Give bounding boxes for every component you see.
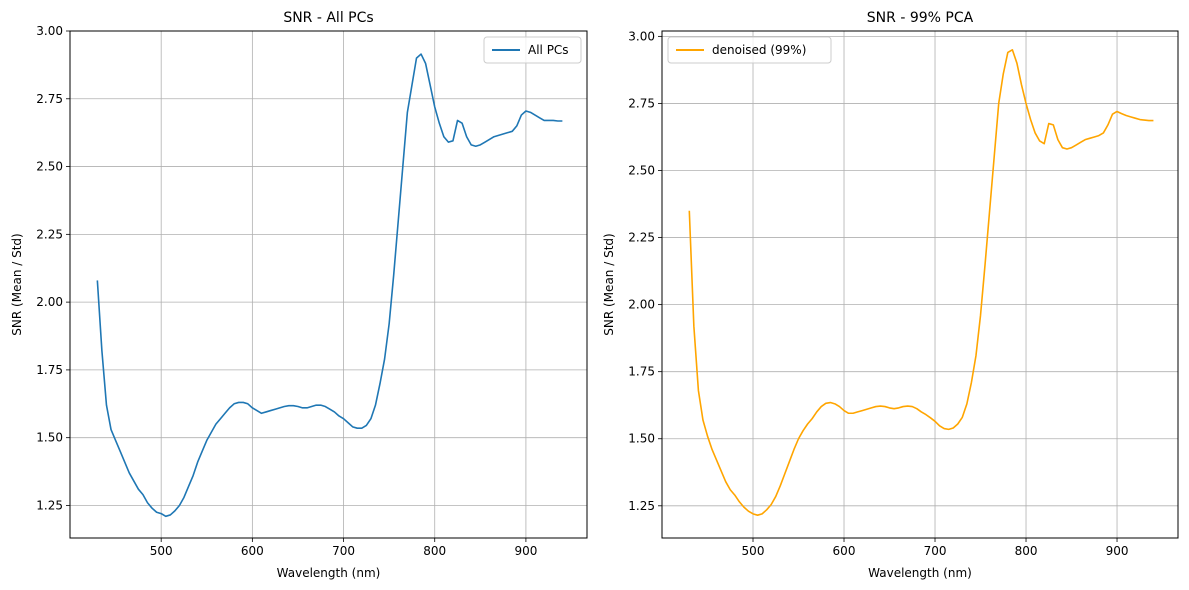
series-line bbox=[688, 48, 1154, 517]
y-tick-label: 3.00 bbox=[628, 29, 655, 43]
y-tick-label: 1.25 bbox=[36, 498, 63, 512]
x-tick-label: 800 bbox=[1015, 544, 1038, 558]
legend-label: All PCs bbox=[528, 43, 569, 57]
y-tick-label: 2.00 bbox=[628, 298, 655, 312]
y-tick-label: 2.50 bbox=[36, 160, 63, 174]
legend-box bbox=[483, 36, 582, 64]
x-tick-label: 500 bbox=[150, 544, 173, 558]
y-axis-label: SNR (Mean / Std) bbox=[602, 233, 616, 335]
y-tick-label: 1.50 bbox=[36, 431, 63, 445]
x-tick-label: 900 bbox=[1106, 544, 1129, 558]
y-tick-label: 2.25 bbox=[36, 227, 63, 241]
chart-title: SNR - 99% PCA bbox=[867, 10, 974, 26]
y-tick-label: 1.75 bbox=[36, 363, 63, 377]
y-tick-label: 2.25 bbox=[628, 231, 655, 245]
panel-snr-all-pcs: 500 600 700 800 900 1.25 1.50 1.75 2.00 2.25 2.50 2… bbox=[10, 10, 588, 580]
x-axis-label: Wavelength (nm) bbox=[277, 566, 381, 580]
x-tick-label: 700 bbox=[332, 544, 355, 558]
y-tick-label: 1.25 bbox=[628, 499, 655, 513]
y-tick-label: 2.00 bbox=[36, 295, 63, 309]
legend: All PCs bbox=[483, 36, 582, 64]
legend: denoised (99%) bbox=[667, 36, 832, 64]
x-tick-label: 800 bbox=[423, 544, 446, 558]
panel-snr-99-pca: 500 600 700 800 900 1.25 1.50 1.75 2.00 2.25 2.50 2… bbox=[602, 10, 1179, 580]
x-tick-label: 900 bbox=[514, 544, 537, 558]
y-axis-label: SNR (Mean / Std) bbox=[10, 233, 24, 335]
x-tick-label: 700 bbox=[924, 544, 947, 558]
y-tick-label: 2.75 bbox=[36, 92, 63, 106]
y-tick-label: 1.75 bbox=[628, 365, 655, 379]
y-tick-label: 2.75 bbox=[628, 96, 655, 110]
x-tick-label: 500 bbox=[742, 544, 765, 558]
y-tick-label: 3.00 bbox=[36, 24, 63, 38]
legend-label: denoised (99%) bbox=[712, 43, 806, 57]
series-line bbox=[96, 53, 563, 518]
y-tick-label: 2.50 bbox=[628, 163, 655, 177]
x-tick-label: 600 bbox=[833, 544, 856, 558]
x-tick-label: 600 bbox=[241, 544, 264, 558]
chart-title: SNR - All PCs bbox=[283, 10, 373, 26]
y-tick-label: 1.50 bbox=[628, 432, 655, 446]
plot-frame bbox=[69, 30, 588, 539]
legend-box bbox=[667, 36, 832, 64]
plot-frame bbox=[661, 30, 1179, 539]
x-axis-label: Wavelength (nm) bbox=[868, 566, 972, 580]
